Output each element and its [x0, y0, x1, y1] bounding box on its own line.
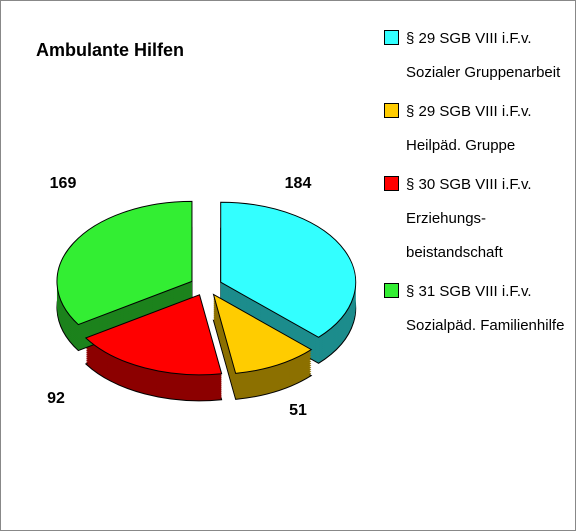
slice — [84, 294, 223, 376]
legend-label: § 29 SGB VIII i.F.v. Heilpäd. Gruppe — [406, 103, 532, 154]
slice — [56, 200, 193, 326]
legend-item: § 30 SGB VIII i.F.v. Erziehungs-beistand… — [384, 168, 569, 270]
data-label: 92 — [47, 390, 65, 407]
slice — [220, 201, 357, 338]
data-label: 184 — [285, 175, 312, 192]
legend-swatch — [384, 283, 399, 298]
data-label: 51 — [289, 402, 307, 419]
legend-label: § 30 SGB VIII i.F.v. Erziehungs-beistand… — [406, 176, 532, 261]
slices — [56, 200, 357, 402]
legend-swatch — [384, 176, 399, 191]
legend: § 29 SGB VIII i.F.v. Sozialer Gruppenarb… — [384, 29, 569, 355]
legend-item: § 29 SGB VIII i.F.v. Heilpäd. Gruppe — [384, 95, 569, 163]
chart-title: Ambulante Hilfen — [36, 40, 184, 60]
legend-label: § 31 SGB VIII i.F.v. Sozialpäd. Familien… — [406, 283, 565, 334]
legend-item: § 31 SGB VIII i.F.v. Sozialpäd. Familien… — [384, 275, 569, 343]
legend-swatch — [384, 30, 399, 45]
data-label: 169 — [50, 175, 77, 192]
slice — [212, 293, 313, 374]
legend-item: § 29 SGB VIII i.F.v. Sozialer Gruppenarb… — [384, 22, 569, 90]
legend-swatch — [384, 103, 399, 118]
legend-label: § 29 SGB VIII i.F.v. Sozialer Gruppenarb… — [406, 30, 561, 81]
